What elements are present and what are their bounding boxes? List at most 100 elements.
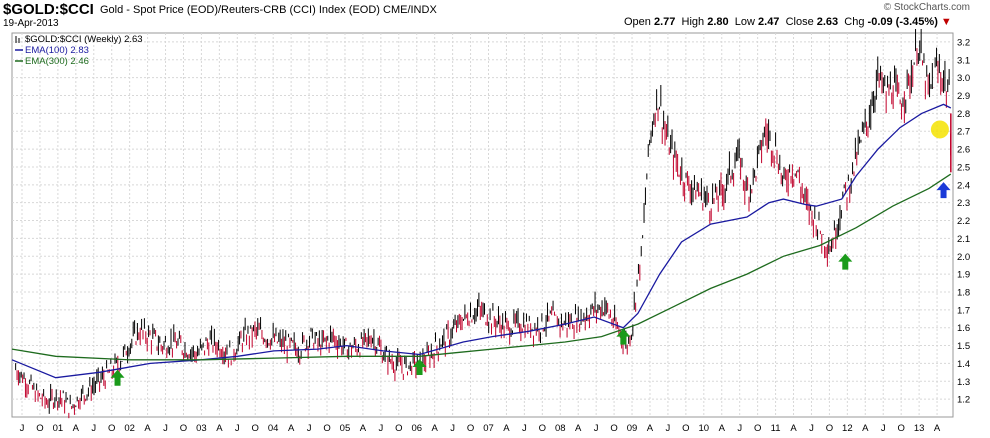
- x-tick-label: A: [790, 423, 797, 434]
- x-tick-label: O: [395, 423, 402, 434]
- y-tick-label: 1.3: [957, 377, 970, 388]
- y-tick-label: 2.8: [957, 109, 970, 120]
- x-tick-label: 06: [411, 423, 422, 434]
- y-tick-label: 1.4: [957, 359, 970, 370]
- chart-date: 19-Apr-2013: [3, 18, 59, 29]
- x-tick-label: 13: [914, 423, 925, 434]
- x-tick-label: 12: [842, 423, 853, 434]
- bar-legend-icon: [15, 36, 20, 43]
- chart-description: Gold - Spot Price (EOD)/Reuters-CRB (CCI…: [100, 4, 437, 16]
- y-tick-label: 2.7: [957, 127, 970, 138]
- x-tick-label: O: [610, 423, 617, 434]
- x-tick-label: 04: [268, 423, 279, 434]
- legend-entry: EMA(100) 2.83: [25, 45, 89, 56]
- x-tick-label: A: [647, 423, 654, 434]
- x-tick-label: O: [754, 423, 761, 434]
- brand-watermark: © StockCharts.com: [883, 2, 970, 13]
- x-tick-label: A: [144, 423, 151, 434]
- x-tick-label: 01: [53, 423, 64, 434]
- green-arrow-up-icon: [412, 358, 427, 375]
- x-tick-label: J: [666, 423, 671, 434]
- ema300-line: [11, 173, 952, 361]
- x-tick-label: 09: [627, 423, 638, 434]
- x-tick-label: O: [682, 423, 689, 434]
- x-tick-label: A: [73, 423, 80, 434]
- x-tick-label: O: [180, 423, 187, 434]
- x-tick-label: J: [881, 423, 886, 434]
- x-tick-label: J: [450, 423, 455, 434]
- x-tick-label: A: [719, 423, 726, 434]
- green-arrow-up-icon: [616, 328, 631, 345]
- y-tick-label: 2.3: [957, 198, 970, 209]
- low-label: Low: [734, 16, 755, 28]
- chg-label: Chg: [844, 16, 865, 28]
- x-tick-label: J: [91, 423, 96, 434]
- x-tick-label: O: [826, 423, 833, 434]
- y-tick-label: 3.2: [957, 37, 970, 48]
- open-value: 2.77: [653, 16, 676, 28]
- chg-down-icon: ▼: [940, 16, 952, 28]
- y-tick-label: 2.5: [957, 162, 970, 173]
- open-label: Open: [624, 16, 651, 28]
- legend-entry: EMA(300) 2.46: [25, 56, 89, 67]
- x-tick-label: J: [594, 423, 599, 434]
- y-tick-label: 3.1: [957, 55, 970, 66]
- green-arrow-up-icon: [110, 369, 125, 386]
- high-label: High: [681, 16, 705, 28]
- y-tick-label: 2.1: [957, 234, 970, 245]
- ohlc-readout: Open 2.77 High 2.80 Low 2.47 Close 2.63 …: [624, 16, 952, 28]
- x-tick-label: A: [288, 423, 295, 434]
- x-tick-label: J: [522, 423, 527, 434]
- highlight-circle: [930, 120, 949, 139]
- y-tick-label: 1.9: [957, 270, 970, 281]
- legend-entry: $GOLD:$CCI (Weekly) 2.63: [25, 34, 143, 45]
- x-tick-label: J: [235, 423, 240, 434]
- plot-area: [11, 32, 954, 418]
- x-tick-label: J: [20, 423, 25, 434]
- y-tick-label: 3.0: [957, 73, 970, 84]
- y-tick-label: 2.4: [957, 180, 970, 191]
- x-tick-label: 05: [340, 423, 351, 434]
- x-tick-label: A: [503, 423, 510, 434]
- x-tick-label: J: [307, 423, 312, 434]
- y-tick-label: 1.2: [957, 395, 970, 406]
- x-tick-label: 08: [555, 423, 566, 434]
- x-tick-label: A: [432, 423, 439, 434]
- x-tick-label: O: [108, 423, 115, 434]
- x-tick-label: 03: [196, 423, 207, 434]
- x-tick-label: O: [252, 423, 259, 434]
- price-chart: 1.2 1.3 1.4 1.5 1.6 1.7 1.8 1.9 2.0 2.1 2.2 2.3 2.4 2…: [11, 29, 970, 434]
- x-tick-label: 07: [483, 423, 494, 434]
- chart-symbol: $GOLD:$CCI: [3, 1, 94, 18]
- x-tick-label: A: [216, 423, 223, 434]
- x-tick-label: O: [467, 423, 474, 434]
- x-tick-label: O: [539, 423, 546, 434]
- high-value: 2.80: [707, 16, 729, 28]
- x-tick-label: A: [575, 423, 582, 434]
- y-tick-label: 1.7: [957, 305, 970, 316]
- x-tick-label: 11: [771, 423, 781, 434]
- x-tick-label: J: [809, 423, 814, 434]
- close-label: Close: [785, 16, 814, 28]
- y-tick-label: 2.0: [957, 252, 970, 263]
- y-tick-label: 1.5: [957, 341, 970, 352]
- y-tick-label: 1.6: [957, 323, 970, 334]
- x-tick-label: J: [737, 423, 742, 434]
- x-tick-label: O: [36, 423, 43, 434]
- ema100-line: [11, 103, 952, 379]
- x-tick-label: J: [378, 423, 383, 434]
- x-tick-label: 02: [124, 423, 135, 434]
- x-tick-label: O: [897, 423, 904, 434]
- blue-arrow-up-icon: [936, 182, 951, 199]
- low-value: 2.47: [758, 16, 780, 28]
- y-tick-label: 1.8: [957, 287, 970, 298]
- x-tick-label: A: [360, 423, 367, 434]
- y-tick-label: 2.6: [957, 145, 970, 156]
- close-value: 2.63: [816, 16, 839, 28]
- x-tick-label: 10: [699, 423, 710, 434]
- x-tick-label: J: [163, 423, 168, 434]
- x-tick-label: A: [934, 423, 941, 434]
- y-tick-label: 2.2: [957, 216, 970, 227]
- x-tick-label: O: [323, 423, 330, 434]
- x-tick-label: A: [862, 423, 869, 434]
